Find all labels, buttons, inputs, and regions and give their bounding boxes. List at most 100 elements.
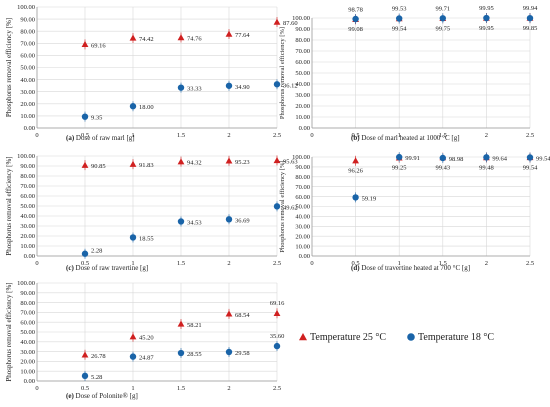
y-tick-label: 100.00 [17, 280, 35, 287]
y-tick-label: 20.00 [295, 233, 310, 240]
y-tick-label: 90.00 [20, 290, 35, 297]
x-tick-label: 0 [35, 132, 38, 139]
x-tick-label: 1.5 [439, 260, 447, 267]
data-label: 69.16 [270, 300, 285, 307]
y-tick-label: 40.00 [295, 214, 310, 221]
point-t25 [129, 34, 137, 41]
y-tick-label: 70.00 [20, 183, 35, 190]
y-tick-label: 60.00 [295, 59, 310, 66]
y-tick-label: 0.00 [299, 253, 310, 260]
y-tick-label: 60.00 [20, 319, 35, 326]
panel-b: 0.00 10.00 20.00 30.00 40.00 50.00 60.00 70.00 8… [279, 5, 538, 142]
data-label: 99.95 [479, 5, 494, 12]
data-label: 95.23 [235, 159, 250, 166]
point-t18 [483, 14, 490, 22]
point-t18 [225, 216, 233, 223]
x-tick-label: 2 [227, 260, 230, 267]
y-tick-label: 90.00 [20, 16, 35, 23]
data-label: 49.62 [283, 204, 298, 211]
data-label: 18.00 [139, 104, 154, 111]
data-label: 2.28 [91, 248, 102, 255]
data-label: 77.64 [235, 32, 250, 39]
y-tick-label: 80.00 [295, 174, 310, 181]
x-tick-label: 1 [398, 132, 401, 139]
y-tick-label: 80.00 [20, 28, 35, 35]
point-t18 [439, 15, 446, 22]
point-t18 [177, 349, 185, 357]
point-t18 [483, 154, 490, 161]
panel-c: 0.00 10.00 20.00 30.00 40.00 50.00 60.00 70.00 8… [5, 153, 298, 272]
x-tick-label: 2.5 [273, 132, 281, 139]
point-t25 [177, 34, 185, 41]
y-axis-label: Phosphorus removal efficiency [%] [5, 18, 13, 117]
y-tick-label: 40.00 [295, 81, 310, 88]
data-label: 99.43 [435, 165, 450, 172]
x-tick-label: 1 [398, 260, 401, 267]
point-t18 [129, 353, 137, 360]
point-t25 [177, 320, 185, 327]
point-t18 [526, 154, 534, 161]
y-tick-label: 20.00 [20, 101, 35, 108]
y-tick-label: 0.00 [299, 125, 310, 132]
data-label: 26.78 [91, 353, 106, 360]
data-label: 36.12 [283, 82, 298, 89]
panel-caption: (a) Dose of raw marl [g] [66, 134, 135, 142]
data-label: 74.42 [139, 36, 154, 43]
data-label: 35.60 [270, 333, 285, 340]
y-tick-label: 80.00 [20, 173, 35, 180]
point-t18 [177, 84, 185, 91]
point-t18 [273, 81, 281, 88]
data-label: 99.54 [392, 26, 407, 33]
data-label: 99.85 [523, 25, 538, 32]
point-t25 [225, 310, 233, 317]
point-t25 [273, 156, 281, 164]
point-t25 [129, 333, 137, 340]
data-label: 90.85 [91, 163, 106, 170]
point-t25 [352, 157, 359, 164]
point-t18 [273, 342, 281, 350]
data-label: 99.94 [523, 5, 538, 12]
point-t18 [396, 15, 403, 22]
legend-label-t25: Temperature 25 °C [310, 332, 386, 343]
data-label: 99.54 [536, 155, 550, 162]
point-t18 [225, 348, 233, 356]
point-t18 [81, 113, 89, 120]
point-t18 [81, 250, 89, 257]
y-tick-label: 50.00 [295, 70, 310, 77]
y-tick-label: 50.00 [20, 203, 35, 210]
y-tick-label: 30.00 [295, 92, 310, 99]
data-label: 36.69 [235, 217, 250, 224]
x-tick-label: 0 [310, 132, 313, 139]
data-label: 96.26 [348, 168, 363, 175]
y-tick-label: 60.00 [295, 194, 310, 201]
point-t25 [81, 40, 89, 48]
point-t18 [352, 194, 359, 201]
data-label: 18.55 [139, 235, 154, 242]
data-label: 95.63 [283, 158, 298, 165]
y-tick-label: 30.00 [295, 224, 310, 231]
y-axis-label: Phosphorus removal efficiency [%] [5, 156, 13, 255]
x-tick-label: 2 [227, 385, 230, 392]
point-t18 [177, 218, 185, 225]
y-tick-label: 20.00 [20, 359, 35, 366]
y-tick-label: 70.00 [295, 48, 310, 55]
point-t18 [129, 103, 137, 110]
point-t18 [352, 15, 359, 23]
x-tick-label: 2.5 [526, 260, 534, 267]
panel-a: 0.00 10.00 20.00 30.00 40.00 50.00 60.00 70.00 8… [5, 4, 298, 142]
data-label: 98.78 [348, 6, 363, 13]
data-label: 33.33 [187, 86, 202, 93]
y-tick-label: 0.00 [24, 125, 35, 132]
data-label: 29.58 [235, 350, 250, 357]
data-label: 99.25 [392, 165, 407, 172]
point-t18 [273, 203, 281, 210]
data-label: 99.91 [405, 155, 420, 162]
x-tick-label: 0.5 [81, 132, 89, 139]
x-tick-label: 1 [131, 132, 134, 139]
legend-marker-t18 [407, 333, 415, 341]
y-tick-label: 20.00 [20, 233, 35, 240]
y-tick-label: 50.00 [295, 204, 310, 211]
data-label: 94.32 [187, 160, 202, 167]
y-tick-label: 90.00 [295, 164, 310, 171]
